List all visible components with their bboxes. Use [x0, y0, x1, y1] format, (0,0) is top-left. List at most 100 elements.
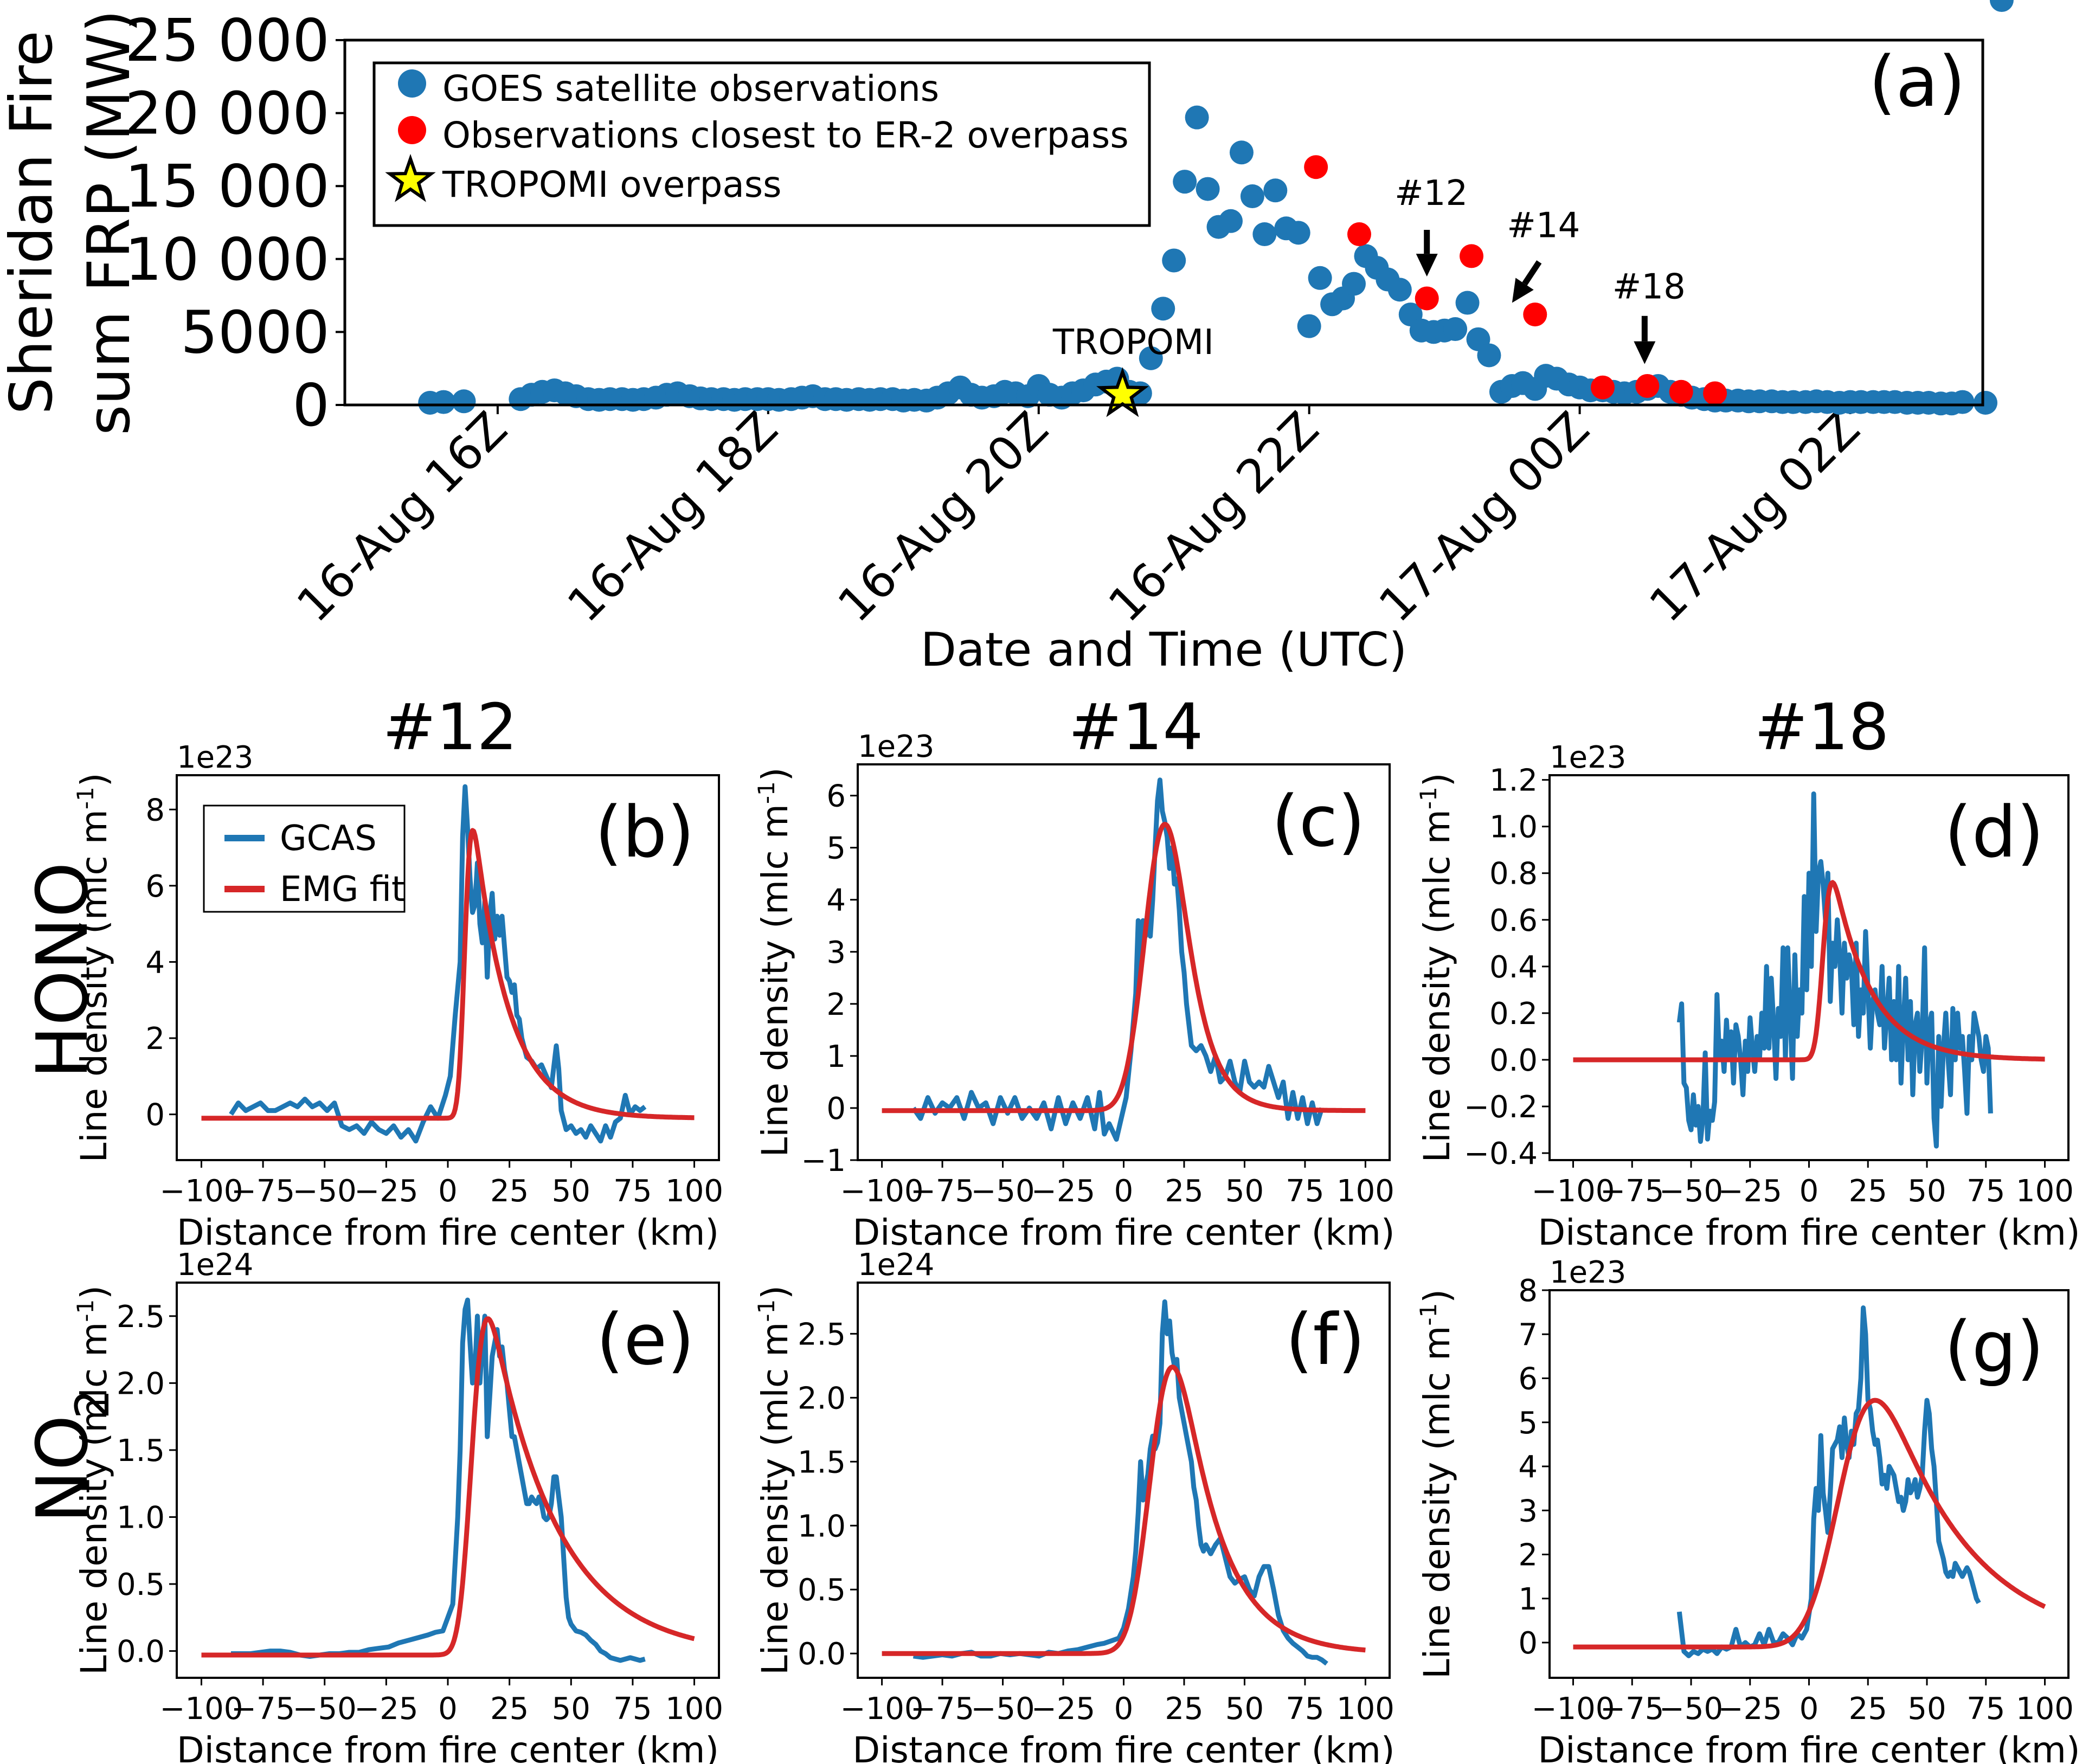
y-axis-label-close: ) [1416, 772, 1458, 787]
x-axis-label: Distance from fire center (km) [1538, 1729, 2080, 1764]
goes-point [1989, 0, 2014, 12]
y-tick-label: 0 [145, 1098, 165, 1133]
x-tick-label: 25 [1849, 1691, 1887, 1727]
x-tick-label: −100 [840, 1691, 924, 1727]
panel-f-no2-14: −100−75−50−25 0 25 50 75 100 0.0 0.5 1.0 1.5 2.0 2.… [753, 1247, 1395, 1764]
row-label-no2: NO 2 [21, 1389, 120, 1523]
y-tick-label: 5000 [181, 299, 330, 366]
panel-label: (b) [595, 791, 695, 873]
y-tick-label: −0.2 [1464, 1090, 1538, 1125]
y-axis-label-close: ) [754, 1285, 796, 1299]
panel-g-no2-18: −100−75−50−25 0 25 50 75 100 0 1 2 3 4 5 6 7 8 1e23 Dist… [1415, 1255, 2080, 1764]
y-tick-label: 6 [1518, 1362, 1538, 1397]
emg-fit-line [200, 828, 696, 1121]
x-tick-label: 75 [1286, 1691, 1324, 1727]
goes-point [1151, 297, 1175, 321]
panel-b-hono-12: −100−75−50−25 0 25 50 75 100 0 2 4 6 8 1e23 Distance… [72, 740, 723, 1253]
y-tick-label: 1.5 [798, 1445, 846, 1480]
y-tick-label: 20 000 [125, 80, 330, 148]
er2-point [1460, 244, 1484, 268]
x-tick-label: −100 [1532, 1691, 1615, 1727]
x-tick-label: 75 [1967, 1174, 2005, 1209]
x-axis-label: Date and Time (UTC) [921, 623, 1407, 677]
y-tick-label: 8 [145, 793, 165, 828]
goes-point [1139, 346, 1163, 370]
y-tick-label: 4 [145, 945, 165, 980]
x-tick-label: 25 [1165, 1691, 1203, 1727]
y-tick-label: 0.5 [117, 1567, 165, 1602]
y-axis-label: Line density (mlc m-1) [753, 1285, 796, 1675]
x-tick-label: 0 [438, 1691, 458, 1727]
er2-point [1415, 286, 1439, 311]
goes-point [1162, 248, 1186, 273]
y-tick-label: 0 [1518, 1626, 1538, 1661]
y-tick-label: 0.4 [1489, 950, 1538, 985]
y-tick-label: 1.5 [117, 1433, 165, 1469]
y-tick-label: 0.5 [798, 1573, 846, 1608]
x-tick-label: 50 [552, 1691, 590, 1727]
y-tick-label: 0 [292, 372, 330, 440]
panel-e-no2-12: −100−75−50−25 0 25 50 75 100 0.0 0.5 1.0 1.5 2.0 2.… [72, 1247, 723, 1764]
y-tick-label: 2.0 [117, 1366, 165, 1401]
x-tick-label: −50 [971, 1174, 1034, 1209]
legend-label: Observations closest to ER-2 overpass [442, 114, 1129, 156]
x-tick-label: −75 [1600, 1174, 1664, 1209]
y-axis-label: Line density (mlc m-1) [72, 1285, 115, 1675]
x-axis-label: Distance from fire center (km) [177, 1212, 719, 1253]
axes-frame [176, 1282, 720, 1679]
x-tick-label: 25 [490, 1174, 529, 1209]
tropomi-annotation: TROPOMI [1052, 323, 1214, 363]
y-tick-label: 2 [826, 987, 846, 1022]
gcas-line [1676, 791, 1993, 1149]
panel-label: (c) [1271, 780, 1365, 862]
offset-text: 1e24 [858, 1247, 934, 1283]
column-title-12: #12 [382, 690, 517, 764]
y-axis-label-superscript: -1 [753, 1299, 780, 1322]
goes-point [1477, 343, 1501, 368]
goes-point [1252, 222, 1277, 247]
x-tick-label: 0 [1800, 1691, 1819, 1727]
gcas-line [1676, 1305, 1981, 1658]
goes-point [1263, 178, 1288, 203]
x-tick-label: 0 [1114, 1174, 1134, 1209]
x-tick-label: 0 [1800, 1174, 1819, 1209]
goes-point [1455, 291, 1480, 315]
goes-point [1973, 390, 1997, 415]
x-tick-label: −50 [971, 1691, 1034, 1727]
x-tick-label: −50 [293, 1174, 357, 1209]
column-title-14: #14 [1068, 690, 1203, 764]
x-tick-label: −100 [1532, 1174, 1615, 1209]
x-tick-label: 50 [1907, 1174, 1946, 1209]
y-tick-label: 1.0 [798, 1509, 846, 1544]
emg-fit-line [1572, 880, 2046, 1063]
y-axis-label-close: ) [1416, 1289, 1458, 1303]
legend-label: GCAS [280, 819, 377, 859]
y-tick-label: 4 [826, 883, 846, 918]
y-tick-label: 10 000 [125, 226, 330, 294]
y-tick-label: 4 [1518, 1450, 1538, 1485]
y-tick-label: 7 [1518, 1317, 1538, 1353]
emg-fit-line [881, 1364, 1367, 1656]
x-axis-label: Distance from fire center (km) [1538, 1212, 2080, 1253]
column-title-18: #18 [1754, 690, 1889, 764]
goes-point [1286, 221, 1310, 245]
goes-point [1229, 140, 1254, 165]
goes-point [1308, 266, 1332, 290]
x-tick-label: −75 [910, 1174, 974, 1209]
legend-label: EMG fit [280, 870, 405, 910]
goes-point [1218, 209, 1243, 233]
x-tick-label: 75 [613, 1691, 652, 1727]
x-tick-label: −75 [1600, 1691, 1664, 1727]
x-axis-label: Distance from fire center (km) [177, 1729, 719, 1764]
y-axis-label-line1: Sheridan Fire [0, 30, 66, 414]
x-tick-label: −100 [160, 1174, 243, 1209]
y-tick-label: 5 [1518, 1406, 1538, 1441]
x-tick-label: 25 [1849, 1174, 1887, 1209]
arrow-shaft [1522, 260, 1542, 286]
x-tick-label: −75 [231, 1174, 295, 1209]
y-tick-label: 1.0 [117, 1500, 165, 1535]
x-tick-label: −25 [354, 1691, 418, 1727]
x-tick-label: −50 [1659, 1691, 1723, 1727]
arrow-head [1634, 341, 1656, 364]
y-axis-label-superscript: -1 [1415, 787, 1442, 809]
